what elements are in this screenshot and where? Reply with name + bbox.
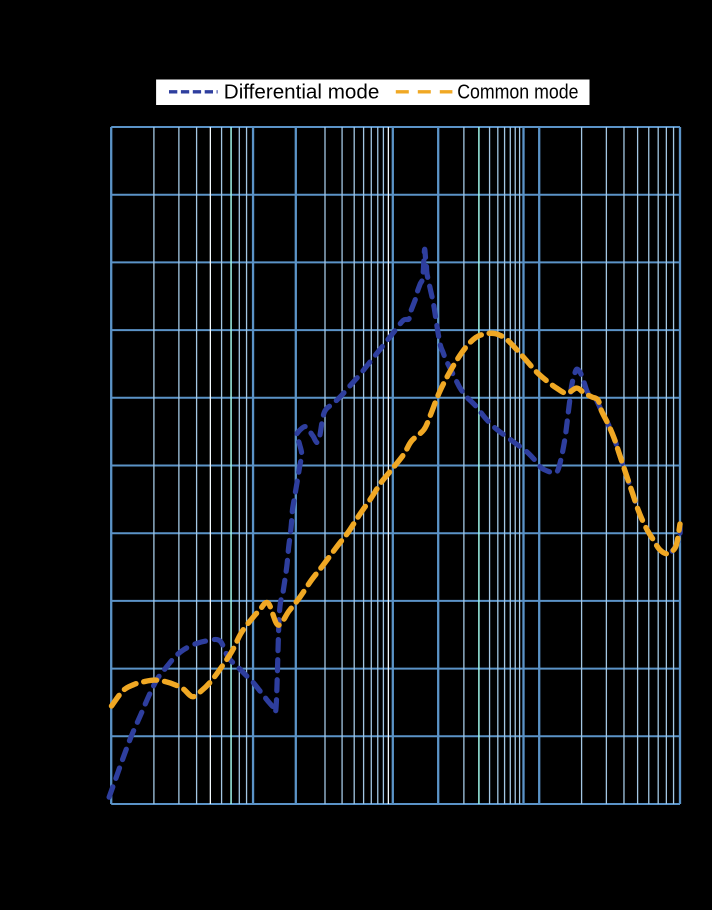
svg-text:Differential mode: Differential mode: [224, 82, 379, 104]
svg-text:Common mode: Common mode: [457, 82, 578, 104]
